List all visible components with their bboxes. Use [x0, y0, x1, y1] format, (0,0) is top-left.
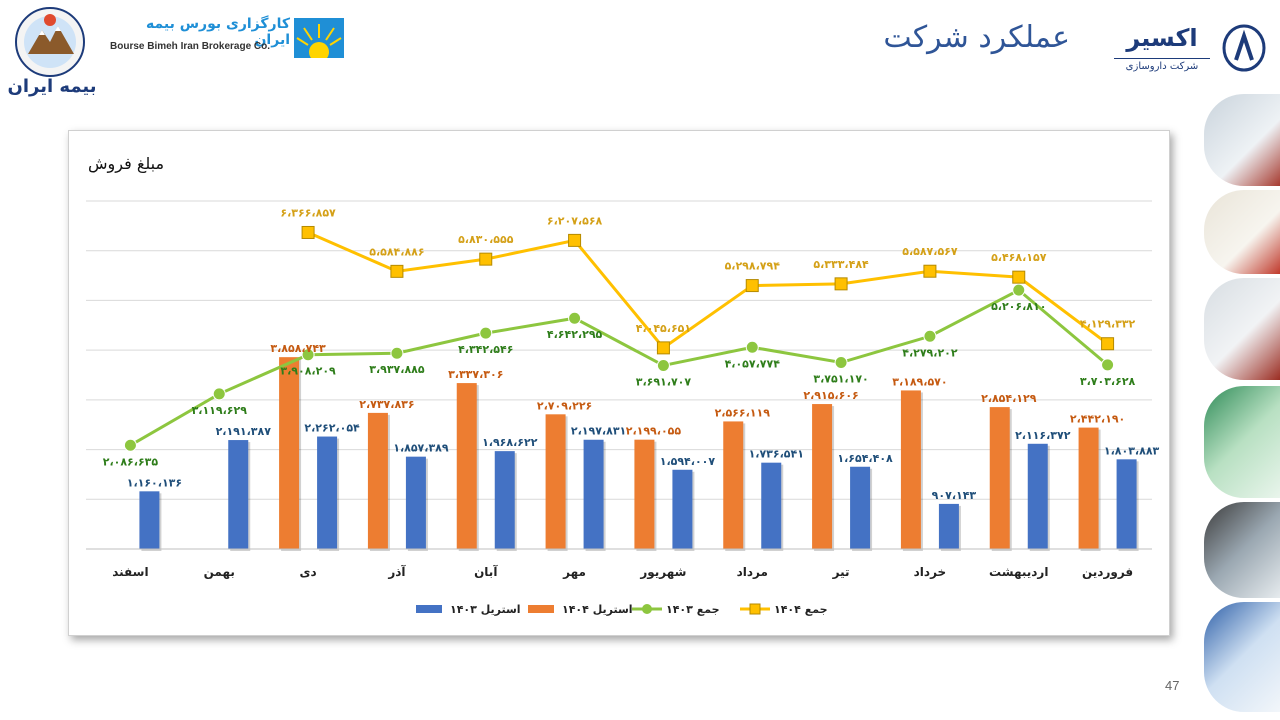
- aksir-logo-icon: [1222, 24, 1266, 72]
- broker-name-en: Bourse Bimeh Iran Brokerage Co.: [110, 41, 271, 52]
- bimeh-iran-logo: بیمه ایران: [6, 4, 98, 100]
- chart-title: مبلغ فروش: [88, 154, 165, 173]
- company-subtitle: شرکت داروسازی: [1114, 58, 1210, 72]
- product-photo-6: [1204, 602, 1280, 712]
- product-photo-4: [1204, 386, 1280, 498]
- broker-sun-logo-icon: [294, 18, 344, 58]
- broker-branding: کارگزاری بورس بیمه ایران Bourse Bimeh Ir…: [110, 14, 350, 60]
- bimeh-iran-emblem-icon: [15, 7, 85, 77]
- product-photo-1: [1204, 94, 1280, 186]
- product-photo-3: [1204, 278, 1280, 380]
- broker-name-fa: کارگزاری بورس بیمه ایران: [145, 16, 290, 48]
- aksir-branding: اکسیر شرکت داروسازی: [1110, 20, 1270, 80]
- chart-container: [68, 130, 1170, 636]
- product-photo-strip: [1204, 90, 1280, 720]
- page-number: 47: [1165, 678, 1180, 693]
- insurer-name: بیمه ایران: [7, 76, 97, 97]
- product-photo-5: [1204, 502, 1280, 598]
- page-title: عملکرد شرکت: [883, 20, 1070, 55]
- product-photo-2: [1204, 190, 1280, 274]
- company-name: اکسیر: [1126, 24, 1198, 52]
